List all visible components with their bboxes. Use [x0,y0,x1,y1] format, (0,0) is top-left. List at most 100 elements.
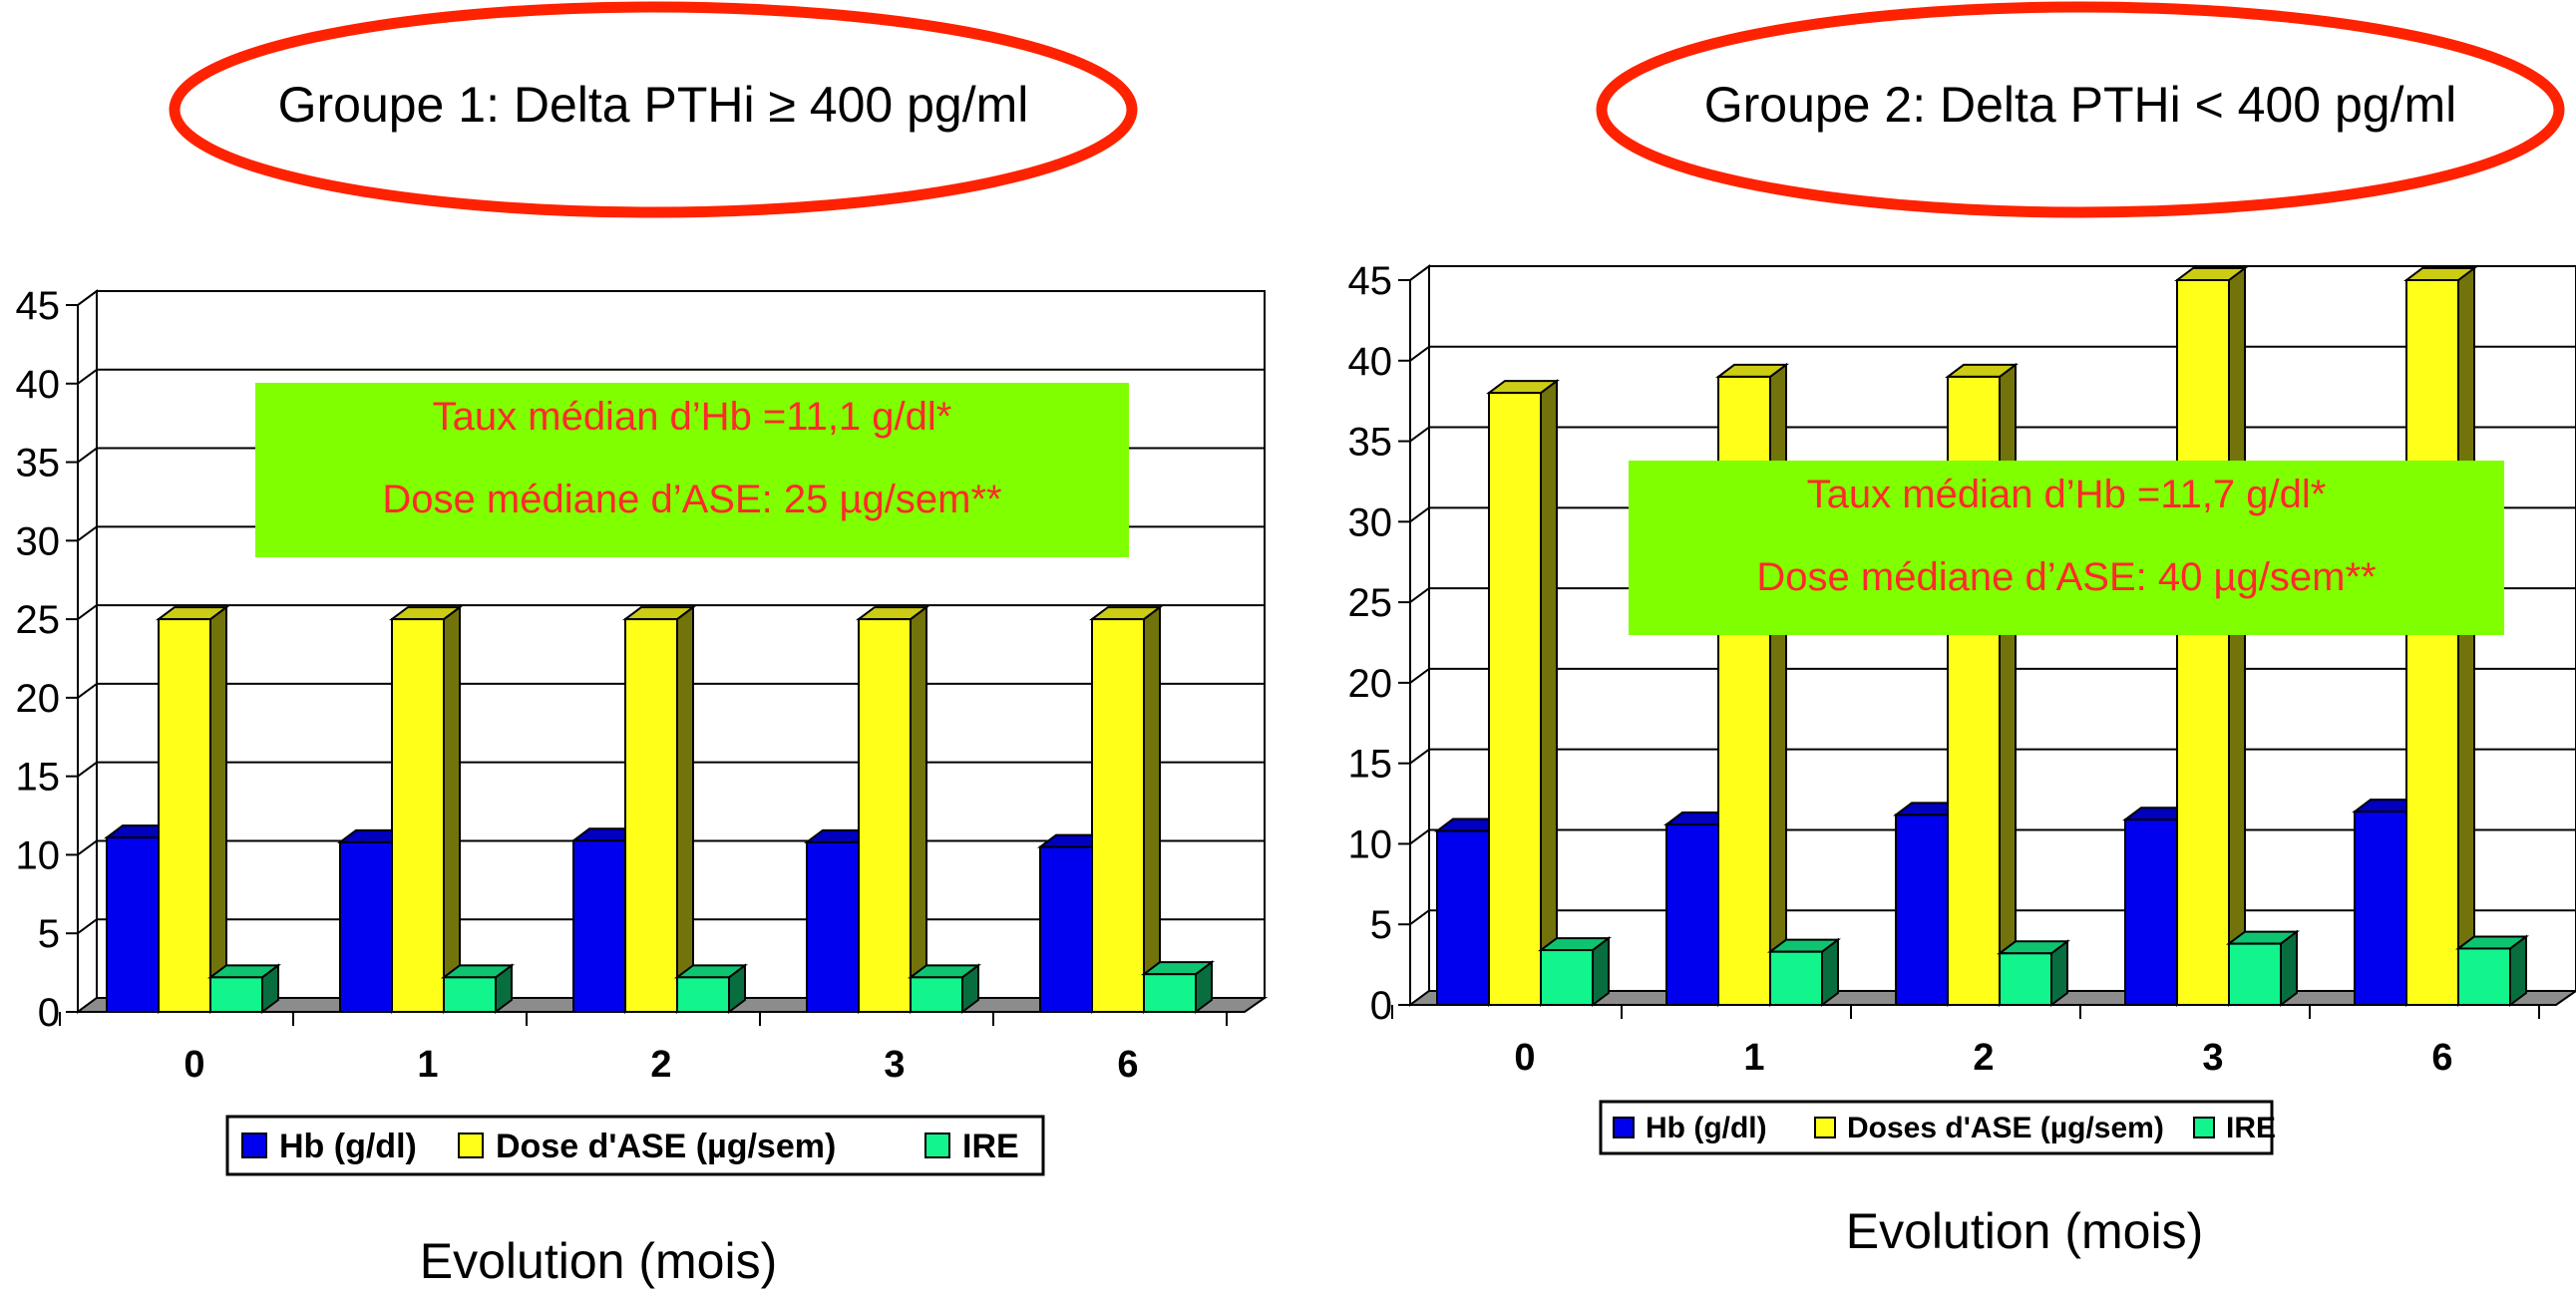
y-tick-label: 25 [1348,581,1393,625]
bar-ire [1767,937,1841,1007]
legend-label: Hb (g/dl) [279,1128,417,1165]
y-tick-label: 35 [1348,421,1393,465]
side-gridline [77,447,98,464]
annotation-line: Dose médiane d’ASE: 40 µg/sem** [1756,555,2376,599]
side-gridline [77,839,98,856]
bar-front [676,976,730,1013]
y-tick-label: 45 [1348,259,1393,303]
side-gridline [1409,506,1430,523]
bar-front [1999,952,2052,1007]
x-tick-label: 0 [1514,1037,1535,1079]
chart-title: Groupe 1: Delta PTHi ≥ 400 pg/ml [278,77,1029,133]
bar-side [2228,266,2246,1007]
chart-groupe-1: Groupe 1: Delta PTHi ≥ 400 pg/ml05101520… [16,1,1269,1289]
legend-box [1599,1100,2274,1155]
title-ellipse [169,1,1138,218]
bar-ase [389,605,463,1014]
bar-side [910,605,927,1014]
x-tick-label: 1 [417,1044,438,1086]
bar-side [209,605,227,1014]
x-tick-label: 1 [1743,1037,1764,1079]
side-gridline [77,290,98,306]
bar-front [106,836,160,1014]
bar-front [572,839,626,1014]
bar-front [2228,942,2282,1006]
bar-front [1091,618,1145,1013]
y-tick-label: 30 [1348,500,1393,544]
bar-ase [2174,266,2248,1007]
x-axis-title: Evolution (mois) [420,1233,777,1289]
bar-side [1540,379,1558,1007]
bar-side [443,605,461,1014]
bar-ire [908,963,981,1014]
bar-ire [674,963,748,1014]
side-gridline [1409,909,1430,926]
side-gridline [1409,587,1430,603]
y-tick-label: 45 [16,284,61,328]
chart-groupe-2: Groupe 2: Delta PTHi < 400 pg/ml05101520… [1348,1,2576,1259]
bar-side [1143,605,1161,1014]
y-tick-label: 0 [38,991,60,1035]
bar-front [2405,279,2459,1006]
bar-front [1488,392,1542,1007]
bar-ire [1141,960,1215,1014]
x-tick-label: 0 [184,1044,204,1086]
bar-front [2124,818,2178,1007]
legend-swatch [458,1133,484,1158]
y-tick-label: 10 [16,833,61,877]
bar-side [676,605,694,1014]
y-tick-label: 15 [1348,743,1393,787]
legend-swatch [1814,1117,1836,1138]
y-tick-label: 25 [16,598,61,642]
bar-front [391,618,445,1013]
legend-label: Hb (g/dl) [1646,1112,1767,1144]
side-gridline [77,604,98,620]
y-tick-label: 10 [1348,822,1393,866]
side-gridline [1409,668,1430,684]
legend-swatch [1613,1117,1635,1138]
bar-ire [1997,939,2070,1007]
side-gridline [77,918,98,935]
bar-ase [2403,266,2477,1007]
bar-ase [622,605,696,1014]
y-tick-label: 5 [38,912,60,956]
side-gridline [1409,828,1430,845]
annotation-line: Taux médian d’Hb =11,7 g/dl* [1807,473,2327,516]
bar-front [1769,950,1823,1006]
legend-label: Dose d'ASE (µg/sem) [496,1128,836,1165]
y-tick-label: 20 [1348,662,1393,706]
bar-front [1895,813,1949,1006]
side-gridline [1409,345,1430,362]
x-tick-label: 6 [2431,1037,2452,1079]
legend-label: IRE [2226,1112,2276,1144]
annotation-line: Dose médiane d’ASE: 25 µg/sem** [382,478,1001,521]
bar-front [2176,279,2230,1006]
bar-ase [1089,605,1163,1014]
title-ellipse [1596,1,2565,218]
y-tick-label: 30 [16,519,61,563]
bar-front [443,976,497,1013]
annotation-line: Taux médian d’Hb =11,1 g/dl* [433,395,952,439]
bar-front [1665,823,1719,1007]
side-gridline [77,368,98,385]
y-tick-label: 35 [16,442,61,486]
x-axis-title: Evolution (mois) [1846,1203,2203,1259]
y-tick-label: 40 [16,363,61,407]
side-gridline [77,525,98,542]
annotation-box [255,383,1129,557]
bar-ire [441,963,515,1014]
bar-front [158,618,211,1013]
plot-side-wall [1409,264,1430,1007]
x-tick-label: 6 [1117,1044,1138,1086]
y-tick-label: 15 [16,756,61,800]
y-tick-label: 5 [1370,903,1392,947]
bar-ire [2455,934,2529,1007]
bar-front [2354,810,2407,1007]
bar-front [910,976,963,1013]
bar-front [1436,829,1490,1007]
legend-swatch [241,1133,267,1158]
bar-ire [207,963,281,1014]
bar-front [1143,973,1197,1013]
bar-ase [856,605,929,1014]
bar-front [806,840,860,1014]
